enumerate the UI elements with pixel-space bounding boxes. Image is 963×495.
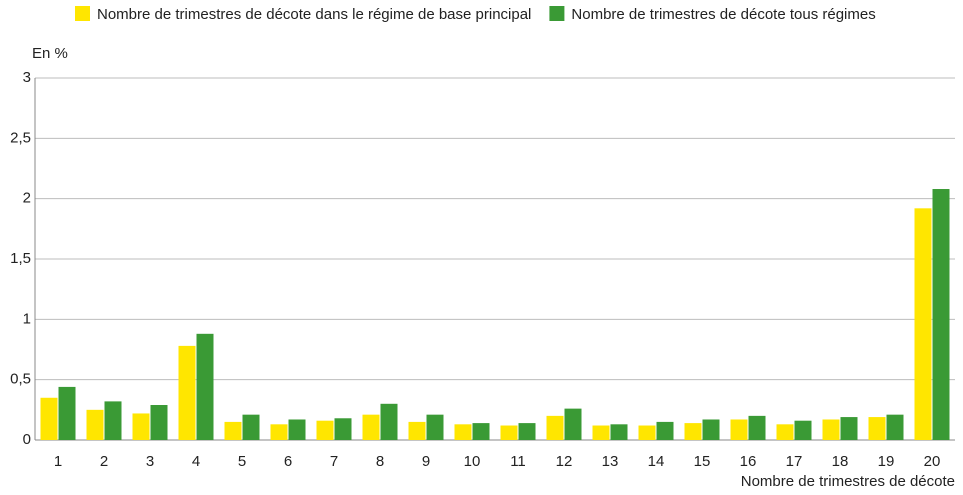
x-tick-label: 4 (192, 453, 200, 470)
y-tick-label: 2,5 (10, 129, 31, 146)
bar (334, 418, 352, 440)
bar (472, 423, 490, 440)
bar (932, 189, 950, 440)
x-tick-label: 9 (422, 453, 430, 470)
bar (178, 345, 196, 440)
y-tick-label: 3 (23, 69, 31, 86)
bar (58, 386, 76, 440)
bar (196, 333, 214, 440)
x-tick-label: 8 (376, 453, 384, 470)
bar (380, 403, 398, 440)
bar (822, 419, 840, 440)
bar (610, 424, 628, 440)
legend-swatch (75, 6, 90, 21)
bar (592, 425, 610, 440)
x-tick-label: 7 (330, 453, 338, 470)
x-tick-label: 2 (100, 453, 108, 470)
bar (656, 421, 674, 440)
x-tick-label: 5 (238, 453, 246, 470)
x-tick-label: 15 (694, 453, 711, 470)
x-axis-label: Nombre de trimestres de décote (741, 473, 955, 490)
bar (564, 408, 582, 440)
bar (794, 420, 812, 440)
bar (868, 417, 886, 440)
bar (776, 424, 794, 440)
x-tick-label: 12 (556, 453, 573, 470)
bar (150, 405, 168, 440)
x-tick-label: 14 (648, 453, 665, 470)
bar (638, 425, 656, 440)
bar (684, 423, 702, 440)
bar (454, 424, 472, 440)
bar (886, 414, 904, 440)
x-tick-label: 18 (832, 453, 849, 470)
x-tick-label: 1 (54, 453, 62, 470)
bar (104, 401, 122, 440)
bar (748, 415, 766, 440)
x-tick-label: 17 (786, 453, 803, 470)
bar (224, 421, 242, 440)
bar (270, 424, 288, 440)
x-tick-label: 10 (464, 453, 481, 470)
bar (40, 397, 58, 440)
x-tick-label: 6 (284, 453, 292, 470)
bar (132, 413, 150, 440)
y-tick-label: 1,5 (10, 250, 31, 267)
x-tick-label: 16 (740, 453, 757, 470)
x-tick-label: 11 (510, 453, 526, 470)
x-tick-label: 19 (878, 453, 895, 470)
bar (518, 423, 536, 440)
bar (840, 417, 858, 440)
y-tick-label: 0 (23, 431, 31, 448)
bar (730, 419, 748, 440)
bar (426, 414, 444, 440)
bar (242, 414, 260, 440)
y-tick-label: 1 (23, 310, 31, 327)
bar (316, 420, 334, 440)
legend-label: Nombre de trimestres de décote tous régi… (571, 6, 875, 23)
bar (408, 421, 426, 440)
bar (86, 409, 104, 440)
bar (500, 425, 518, 440)
y-axis-label: En % (32, 45, 68, 62)
legend-swatch (549, 6, 565, 21)
bar (914, 208, 932, 440)
bar (546, 415, 564, 440)
y-tick-label: 2 (23, 190, 31, 207)
y-tick-label: 0,5 (10, 371, 31, 388)
bar (702, 419, 720, 440)
bar (362, 414, 380, 440)
x-tick-label: 3 (146, 453, 154, 470)
x-tick-label: 13 (602, 453, 619, 470)
bar (288, 419, 306, 440)
x-tick-label: 20 (924, 453, 941, 470)
legend-label: Nombre de trimestres de décote dans le r… (97, 6, 531, 23)
